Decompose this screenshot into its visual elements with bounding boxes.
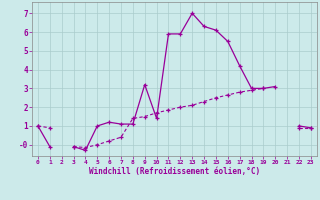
X-axis label: Windchill (Refroidissement éolien,°C): Windchill (Refroidissement éolien,°C) (89, 167, 260, 176)
